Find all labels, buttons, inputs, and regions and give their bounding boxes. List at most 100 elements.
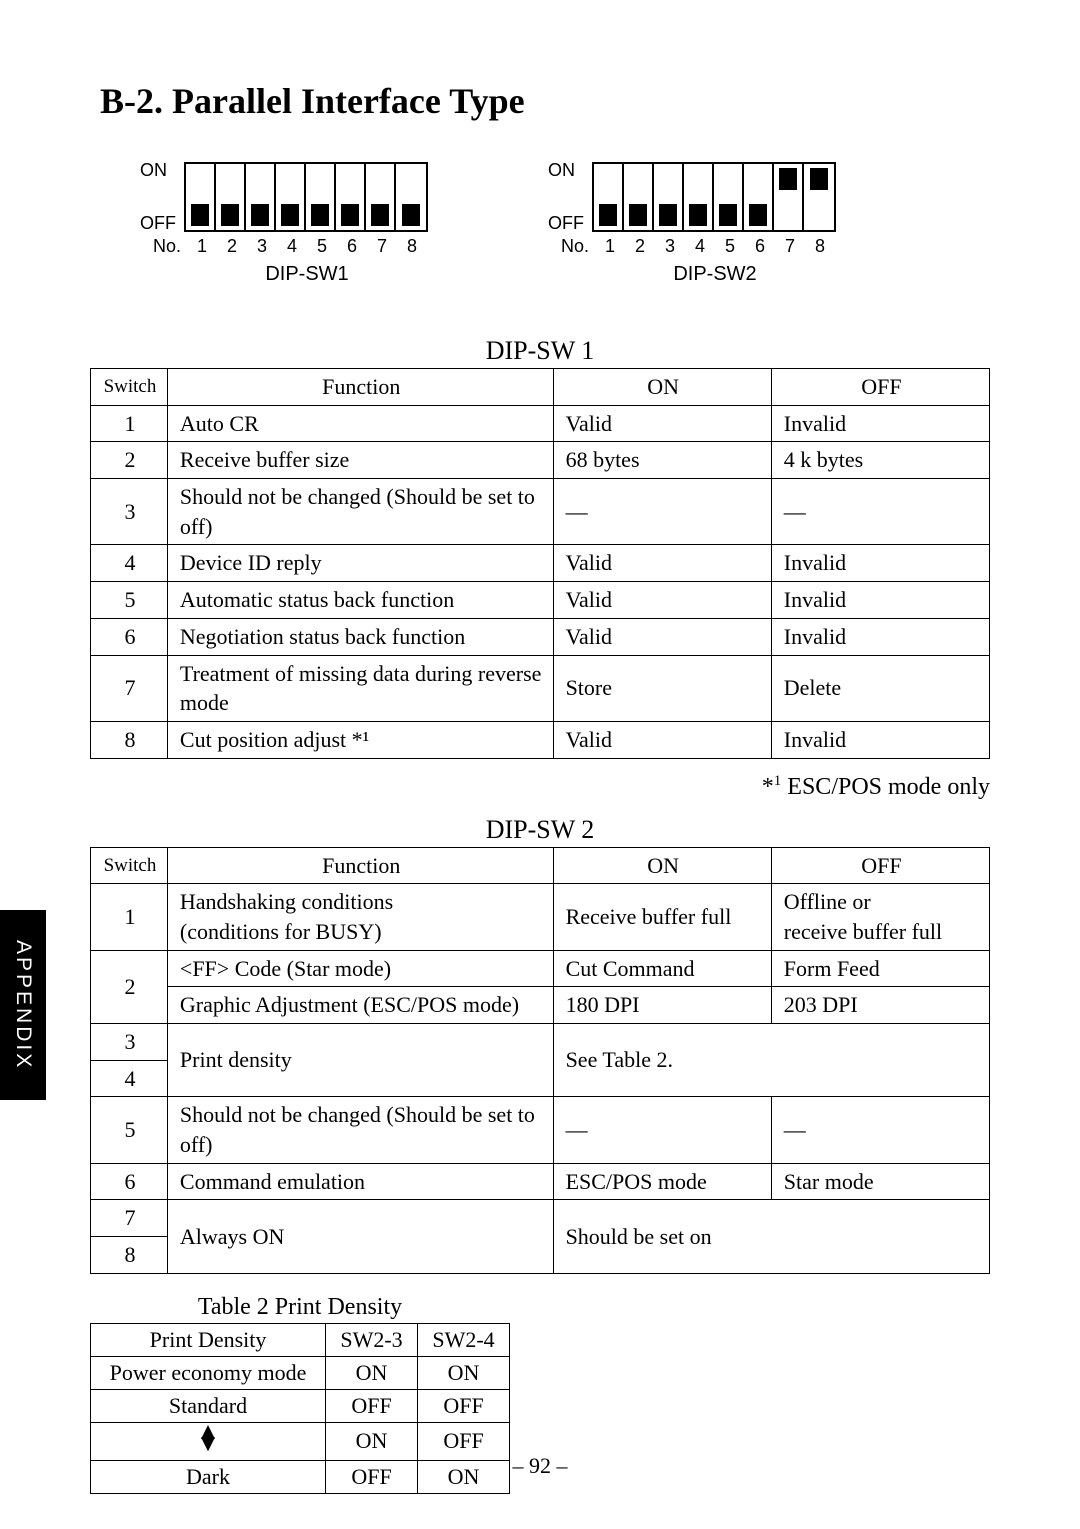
dip-number: 8	[397, 236, 427, 257]
table-row: 8Cut position adjust *¹ValidInvalid	[91, 721, 990, 758]
dip-slot	[306, 164, 336, 230]
cell: OFF	[326, 1389, 418, 1422]
cell: Receive buffer size	[167, 442, 553, 479]
dip-knob	[749, 204, 767, 226]
dip-slot	[216, 164, 246, 230]
appendix-side-tab-label: APPENDIX	[11, 940, 35, 1070]
cell: Negotiation status back function	[167, 618, 553, 655]
cell: Cut Command	[553, 950, 771, 987]
cell: 2	[91, 950, 168, 1023]
dip-caption: DIP-SW2	[595, 263, 835, 286]
table-row: 2Receive buffer size68 bytes4 k bytes	[91, 442, 990, 479]
dip-number: 2	[217, 236, 247, 257]
table-header: Switch	[91, 369, 168, 406]
dip-off-label: OFF	[548, 213, 584, 234]
table-header: SW2-4	[418, 1323, 510, 1356]
dip-off-label: OFF	[140, 213, 176, 234]
table-row: StandardOFFOFF	[91, 1389, 510, 1422]
dip-knob	[251, 204, 269, 226]
dip-slot	[246, 164, 276, 230]
dip-number: 6	[337, 236, 367, 257]
cell: Should be set on	[553, 1200, 989, 1273]
cell: Handshaking conditions(conditions for BU…	[167, 884, 553, 950]
table-row: 6 Command emulation ESC/POS mode Star mo…	[91, 1163, 990, 1200]
cell: 7	[91, 1200, 168, 1237]
table-row: 6Negotiation status back functionValidIn…	[91, 618, 990, 655]
dip-number: 3	[655, 236, 685, 257]
cell: Valid	[553, 721, 771, 758]
dip-slot	[336, 164, 366, 230]
cell: ON	[326, 1356, 418, 1389]
dip-switch-box	[184, 162, 428, 232]
cell: Store	[553, 655, 771, 721]
dip-number: 5	[715, 236, 745, 257]
dip-number: 4	[685, 236, 715, 257]
table-row: 7 Always ON Should be set on	[91, 1200, 990, 1237]
dip-number: 1	[595, 236, 625, 257]
table-header: ON	[553, 369, 771, 406]
dip-block: ONOFFNo.12345678DIP-SW2	[548, 162, 836, 286]
cell: Invalid	[771, 618, 989, 655]
table-header: ON	[553, 847, 771, 884]
footnote-text: ESC/POS mode only	[781, 774, 990, 800]
dip-switch-box	[592, 162, 836, 232]
page: APPENDIX B-2. Parallel Interface Type ON…	[0, 0, 1080, 1529]
cell: Receive buffer full	[553, 884, 771, 950]
table-row: 1Auto CRValidInvalid	[91, 405, 990, 442]
cell: 5	[91, 582, 168, 619]
dip-number: 4	[277, 236, 307, 257]
dip-caption: DIP-SW1	[187, 263, 427, 286]
cell: Invalid	[771, 721, 989, 758]
cell: Should not be changed (Should be set to …	[167, 479, 553, 545]
cell: 180 DPI	[553, 987, 771, 1024]
dip-knob	[810, 168, 828, 190]
table-row: 4Device ID replyValidInvalid	[91, 545, 990, 582]
table-row: 3 Print density See Table 2.	[91, 1024, 990, 1061]
table-row: Power economy modeONON	[91, 1356, 510, 1389]
dip-slot	[744, 164, 774, 230]
table-header: Print Density	[91, 1323, 326, 1356]
table-row: 2 <FF> Code (Star mode) Cut Command Form…	[91, 950, 990, 987]
dipsw2-table: Switch Function ON OFF 1 Handshaking con…	[90, 847, 990, 1274]
cell: 1	[91, 405, 168, 442]
cell: ESC/POS mode	[553, 1163, 771, 1200]
dip-slot	[774, 164, 804, 230]
dip-number: 2	[625, 236, 655, 257]
dip-knob	[402, 204, 420, 226]
table-row: 5Automatic status back functionValidInva…	[91, 582, 990, 619]
dip-number: 7	[367, 236, 397, 257]
cell: 7	[91, 655, 168, 721]
cell: 3	[91, 1024, 168, 1061]
dip-knob	[221, 204, 239, 226]
dip-slot	[276, 164, 306, 230]
dipsw1-table: Switch Function ON OFF 1Auto CRValidInva…	[90, 368, 990, 759]
up-down-arrow-icon: ▲▼	[196, 1426, 220, 1450]
dip-slot	[624, 164, 654, 230]
cell: 68 bytes	[553, 442, 771, 479]
cell: Valid	[553, 545, 771, 582]
table-row: 3Should not be changed (Should be set to…	[91, 479, 990, 545]
dip-no-label: No.	[140, 236, 187, 257]
dip-slot	[654, 164, 684, 230]
cell: Should not be changed (Should be set to …	[167, 1097, 553, 1163]
cell: Power economy mode	[91, 1356, 326, 1389]
cell: Valid	[553, 582, 771, 619]
appendix-side-tab: APPENDIX	[0, 910, 46, 1100]
cell: See Table 2.	[553, 1024, 989, 1097]
cell: 8	[91, 721, 168, 758]
cell: Form Feed	[771, 950, 989, 987]
dip-slot	[594, 164, 624, 230]
cell: 3	[91, 479, 168, 545]
section-title: B-2. Parallel Interface Type	[90, 80, 990, 122]
cell: Invalid	[771, 545, 989, 582]
cell: —	[553, 479, 771, 545]
dip-slot	[804, 164, 834, 230]
cell: Invalid	[771, 582, 989, 619]
footnote: *1 ESC/POS mode only	[90, 773, 990, 801]
dip-on-label: ON	[548, 160, 584, 181]
dip-slot	[714, 164, 744, 230]
table-row: 5 Should not be changed (Should be set t…	[91, 1097, 990, 1163]
cell: Automatic status back function	[167, 582, 553, 619]
cell: <FF> Code (Star mode)	[167, 950, 553, 987]
cell: Graphic Adjustment (ESC/POS mode)	[167, 987, 553, 1024]
